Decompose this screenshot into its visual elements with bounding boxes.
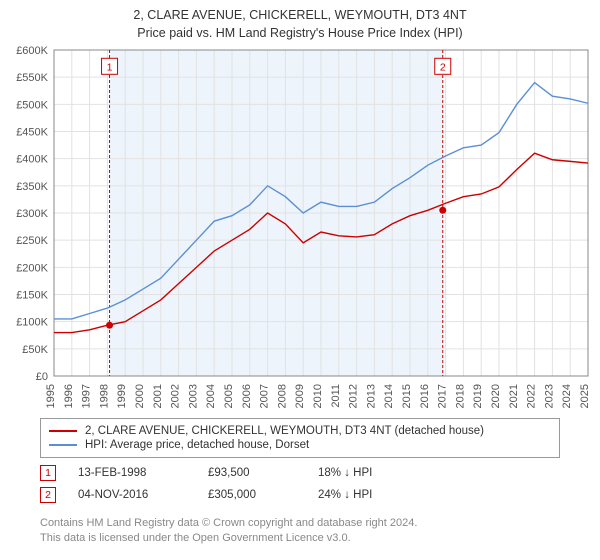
sale-row: 2 04-NOV-2016 £305,000 24% ↓ HPI	[40, 484, 458, 506]
svg-text:2021: 2021	[508, 384, 520, 408]
legend-item-hpi: HPI: Average price, detached house, Dors…	[49, 439, 551, 451]
sales-table: 1 13-FEB-1998 £93,500 18% ↓ HPI 2 04-NOV…	[40, 462, 458, 506]
footer: Contains HM Land Registry data © Crown c…	[40, 516, 417, 546]
legend-line-icon	[49, 430, 77, 432]
svg-text:£550K: £550K	[16, 72, 48, 84]
svg-text:1997: 1997	[81, 384, 93, 408]
svg-text:£250K: £250K	[16, 235, 48, 247]
svg-text:£400K: £400K	[16, 154, 48, 166]
title-line1: 2, CLARE AVENUE, CHICKERELL, WEYMOUTH, D…	[0, 6, 600, 24]
svg-text:2003: 2003	[187, 384, 199, 408]
svg-text:£0: £0	[36, 371, 48, 383]
legend-item-property: 2, CLARE AVENUE, CHICKERELL, WEYMOUTH, D…	[49, 425, 551, 437]
sale-marker-num: 2	[45, 489, 51, 501]
svg-text:£300K: £300K	[16, 208, 48, 220]
svg-text:£500K: £500K	[16, 99, 48, 111]
svg-text:£50K: £50K	[22, 344, 48, 356]
sale-row: 1 13-FEB-1998 £93,500 18% ↓ HPI	[40, 462, 458, 484]
svg-text:2002: 2002	[170, 384, 182, 408]
svg-text:£200K: £200K	[16, 262, 48, 274]
svg-text:1999: 1999	[116, 384, 128, 408]
chart-svg: £0 £50K £100K £150K £200K £250K £300K £350K £400…	[6, 44, 594, 410]
footer-line1: Contains HM Land Registry data © Crown c…	[40, 516, 417, 531]
chart-title: 2, CLARE AVENUE, CHICKERELL, WEYMOUTH, D…	[0, 0, 600, 42]
footer-line2: This data is licensed under the Open Gov…	[40, 531, 417, 546]
svg-text:£100K: £100K	[16, 317, 48, 329]
svg-text:2025: 2025	[579, 384, 591, 408]
svg-text:2011: 2011	[330, 384, 342, 408]
svg-text:2004: 2004	[205, 384, 217, 408]
svg-text:£450K: £450K	[16, 127, 48, 139]
svg-text:2010: 2010	[312, 384, 324, 408]
svg-text:2009: 2009	[294, 384, 306, 408]
sale-marker-icon: 1	[40, 465, 56, 481]
sale-marker-num: 1	[45, 467, 51, 479]
svg-text:2006: 2006	[241, 384, 253, 408]
svg-text:2020: 2020	[490, 384, 502, 408]
svg-text:2013: 2013	[365, 384, 377, 408]
svg-text:2022: 2022	[526, 384, 538, 408]
svg-text:2000: 2000	[134, 384, 146, 408]
sale-date: 13-FEB-1998	[78, 467, 208, 479]
sale-diff: 24% ↓ HPI	[318, 489, 458, 501]
svg-text:2023: 2023	[543, 384, 555, 408]
svg-text:2012: 2012	[348, 384, 360, 408]
price-chart: £0 £50K £100K £150K £200K £250K £300K £350K £400…	[6, 44, 594, 410]
svg-text:1995: 1995	[45, 384, 57, 408]
sale-diff: 18% ↓ HPI	[318, 467, 458, 479]
legend-line-icon	[49, 444, 77, 446]
sale-date: 04-NOV-2016	[78, 489, 208, 501]
svg-text:2007: 2007	[259, 384, 271, 408]
svg-text:2001: 2001	[152, 384, 164, 408]
svg-text:1996: 1996	[63, 384, 75, 408]
sale-marker-icon: 2	[40, 487, 56, 503]
title-line2: Price paid vs. HM Land Registry's House …	[0, 24, 600, 42]
sale-price: £93,500	[208, 467, 318, 479]
svg-text:£150K: £150K	[16, 290, 48, 302]
sale-price: £305,000	[208, 489, 318, 501]
legend-label-hpi: HPI: Average price, detached house, Dors…	[85, 439, 309, 451]
svg-text:1998: 1998	[98, 384, 110, 408]
svg-text:2019: 2019	[472, 384, 484, 408]
svg-text:2: 2	[440, 61, 446, 73]
svg-text:2015: 2015	[401, 384, 413, 408]
svg-text:£600K: £600K	[16, 45, 48, 57]
svg-text:2014: 2014	[383, 384, 395, 408]
legend-label-property: 2, CLARE AVENUE, CHICKERELL, WEYMOUTH, D…	[85, 425, 484, 437]
svg-text:2024: 2024	[561, 384, 573, 408]
svg-text:£350K: £350K	[16, 181, 48, 193]
svg-text:2005: 2005	[223, 384, 235, 408]
legend: 2, CLARE AVENUE, CHICKERELL, WEYMOUTH, D…	[40, 418, 560, 458]
svg-text:1: 1	[107, 61, 113, 73]
svg-text:2016: 2016	[419, 384, 431, 408]
svg-text:2017: 2017	[437, 384, 449, 408]
svg-text:2018: 2018	[454, 384, 466, 408]
svg-text:2008: 2008	[276, 384, 288, 408]
